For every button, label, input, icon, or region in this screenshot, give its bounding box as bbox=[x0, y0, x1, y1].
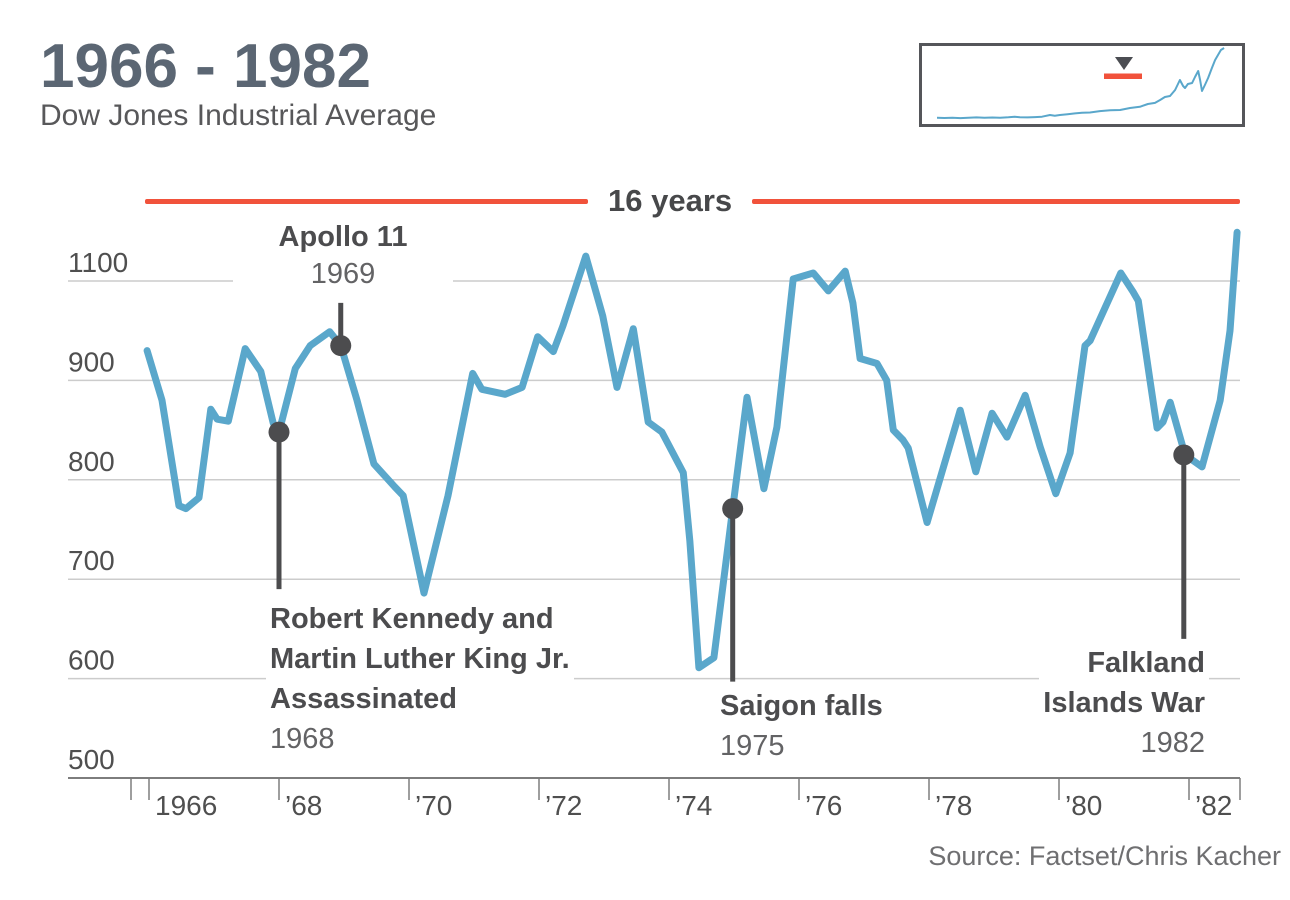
y-tick-label-800: 800 bbox=[68, 446, 115, 477]
duration-label: 16 years bbox=[608, 183, 733, 218]
y-tick-label-900: 900 bbox=[68, 346, 115, 377]
annotation-saigon-falls: Saigon falls 1975 bbox=[716, 686, 887, 766]
djia-line-series bbox=[143, 228, 1241, 672]
period-marker-triangle-icon bbox=[1115, 57, 1133, 70]
brace-line-right bbox=[752, 198, 1240, 204]
annotation-text: Assassinated bbox=[270, 683, 457, 715]
x-tick-label-1966: 1966 bbox=[155, 790, 217, 821]
annotation-text: Saigon falls bbox=[720, 690, 883, 722]
annotation-year: 1969 bbox=[310, 258, 376, 290]
y-tick-label-500: 500 bbox=[68, 744, 115, 775]
duration-brace: 16 years bbox=[145, 185, 1240, 217]
overview-inset bbox=[919, 43, 1245, 127]
period-marker-underline bbox=[1104, 73, 1142, 79]
annotation-dot-rfk-mlk bbox=[268, 421, 290, 443]
x-tick-label-1980: ’80 bbox=[1065, 790, 1102, 821]
y-tick-label-1100: 1100 bbox=[68, 247, 128, 278]
y-tick-label-700: 700 bbox=[68, 545, 115, 576]
x-tick-label-1976: ’76 bbox=[805, 790, 842, 821]
page-subtitle: Dow Jones Industrial Average bbox=[40, 99, 437, 132]
x-tick-label-1970: ’70 bbox=[415, 790, 452, 821]
y-tick-label-600: 600 bbox=[68, 645, 115, 676]
annotation-text: Martin Luther King Jr. bbox=[270, 643, 570, 675]
annotation-year: 1982 bbox=[1140, 727, 1205, 759]
annotation-text: Islands War bbox=[1043, 687, 1205, 719]
x-tick-label-1974: ’74 bbox=[675, 790, 712, 821]
brace-line-left bbox=[145, 198, 588, 204]
annotation-year: 1968 bbox=[270, 723, 335, 755]
annotation-text: Apollo 11 bbox=[278, 221, 408, 253]
annotation-rfk-mlk: Robert Kennedy and Martin Luther King Jr… bbox=[266, 599, 574, 759]
annotation-year: 1975 bbox=[720, 730, 785, 762]
annotation-dot-falkland-islands-war bbox=[1173, 444, 1195, 466]
x-tick-label-1972: ’72 bbox=[545, 790, 582, 821]
x-tick-label-1982: ’82 bbox=[1195, 790, 1232, 821]
annotation-apollo-11: Apollo 11 1969 bbox=[233, 219, 453, 293]
annotation-dot-saigon-falls bbox=[722, 498, 744, 520]
x-tick-label-1978: ’78 bbox=[935, 790, 972, 821]
inset-sparkline bbox=[936, 47, 1225, 120]
page-title: 1966 - 1982 bbox=[40, 32, 371, 101]
annotation-dot-apollo-11 bbox=[330, 335, 352, 357]
annotation-text: Robert Kennedy and bbox=[270, 603, 554, 635]
x-tick-label-1968: ’68 bbox=[285, 790, 322, 821]
annotation-falkland-islands-war: Falkland Islands War 1982 bbox=[1039, 643, 1209, 763]
source-credit: Source: Factset/Chris Kacher bbox=[928, 841, 1281, 871]
annotation-text: Falkland bbox=[1087, 647, 1205, 679]
